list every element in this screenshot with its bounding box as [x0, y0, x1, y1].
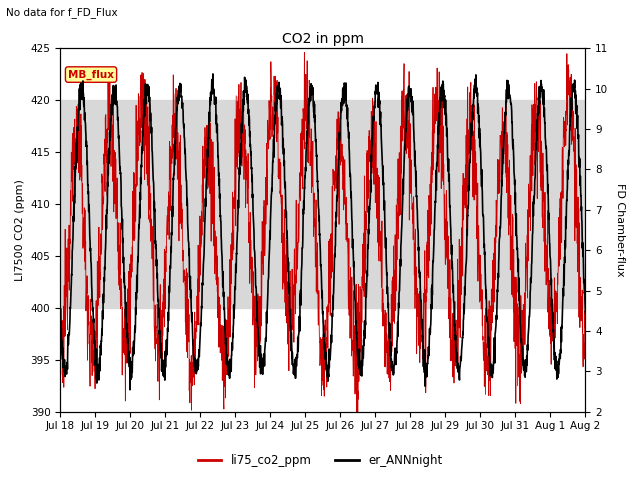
Bar: [60, 100, 586, 308]
Y-axis label: FD Chamber-flux: FD Chamber-flux: [615, 183, 625, 277]
Text: No data for f_FD_Flux: No data for f_FD_Flux: [6, 7, 118, 18]
Y-axis label: LI7500 CO2 (ppm): LI7500 CO2 (ppm): [15, 179, 25, 281]
Text: MB_flux: MB_flux: [68, 70, 114, 80]
Title: CO2 in ppm: CO2 in ppm: [282, 32, 364, 46]
Legend: li75_co2_ppm, er_ANNnight: li75_co2_ppm, er_ANNnight: [193, 449, 447, 472]
